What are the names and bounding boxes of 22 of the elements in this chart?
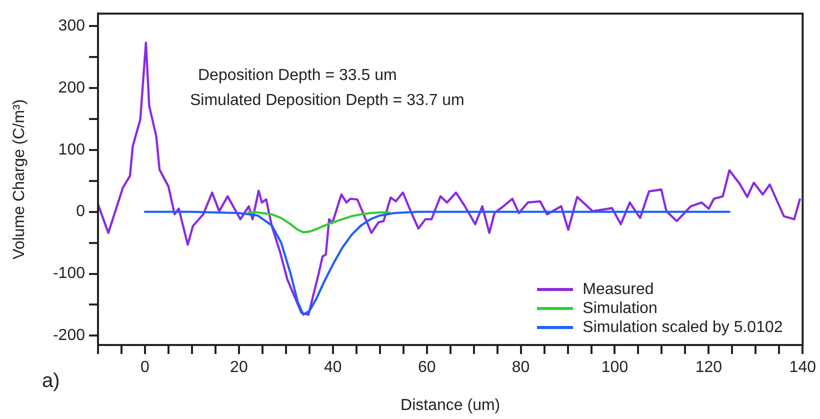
legend-label: Measured <box>582 280 654 299</box>
x-tick-label: 60 <box>418 359 436 376</box>
text: a) <box>42 370 60 393</box>
annotation: Deposition Depth = 33.5 um <box>198 66 397 85</box>
legend-label: Simulation scaled by 5.0102 <box>582 318 783 337</box>
x-tick-label: 80 <box>512 359 530 376</box>
x-tick-label: 100 <box>601 359 628 376</box>
y-tick-label: 100 <box>58 141 86 158</box>
x-tick-label: 120 <box>695 359 722 376</box>
y-tick-label: 300 <box>58 17 86 34</box>
y-tick-label: 200 <box>58 79 86 96</box>
x-axis-title: Distance (um) <box>400 396 500 414</box>
y-axis-title: Volume Charge (C/m³) <box>11 99 28 260</box>
y-tick-label: 0 <box>76 203 86 220</box>
y-tick-label: -200 <box>52 327 86 344</box>
y-tick-label: -100 <box>52 265 86 282</box>
legend-label: Simulation <box>582 299 658 318</box>
x-tick-label: 140 <box>789 359 816 376</box>
annotation: Simulated Deposition Depth = 33.7 um <box>190 92 464 110</box>
x-tick-label: 0 <box>140 359 150 376</box>
x-tick-label: 20 <box>230 359 248 376</box>
x-tick-label: 40 <box>324 359 342 376</box>
